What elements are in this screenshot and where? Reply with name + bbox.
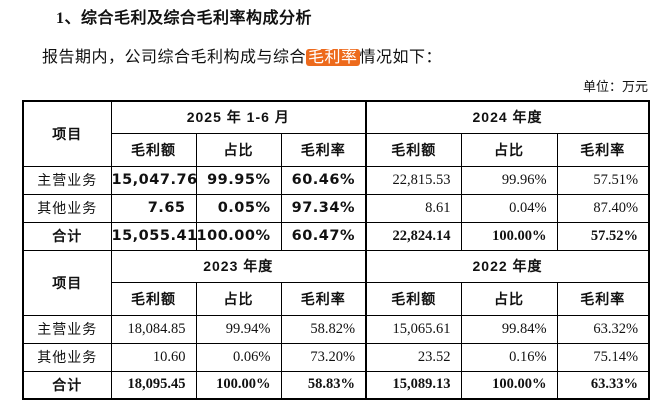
table-row: 毛利额 占比 毛利率 毛利额 占比 毛利率 bbox=[23, 281, 650, 316]
cell: 0.05% bbox=[195, 193, 282, 223]
gross-profit-table: 项目 2025 年 1-6 月 2024 年度 毛利额 占比 毛利率 毛利额 占… bbox=[22, 100, 651, 400]
cell: 57.52% bbox=[556, 221, 650, 251]
column-header-margin: 毛利率 bbox=[556, 132, 650, 167]
cell: 58.82% bbox=[280, 314, 367, 344]
cell: 87.40% bbox=[556, 193, 650, 223]
cell: 15,065.61 bbox=[365, 314, 462, 344]
row-label: 其他业务 bbox=[22, 193, 112, 223]
item-column-header: 项目 bbox=[22, 249, 112, 316]
cell: 18,084.85 bbox=[110, 314, 197, 344]
cell: 100.00% bbox=[460, 370, 558, 400]
cell: 100.00% bbox=[195, 370, 282, 400]
table-row-total: 合计 15,055.41 100.00% 60.47% 22,824.14 10… bbox=[22, 221, 650, 251]
table-row-other-business: 其他业务 10.60 0.06% 73.20% 23.52 0.16% 75.1… bbox=[22, 342, 650, 372]
search-highlight: 毛利率 bbox=[306, 49, 360, 66]
cell: 0.04% bbox=[460, 193, 558, 223]
column-header-amount: 毛利额 bbox=[110, 132, 197, 167]
cell: 22,815.53 bbox=[365, 165, 462, 195]
table-row: 毛利额 占比 毛利率 毛利额 占比 毛利率 bbox=[23, 132, 650, 167]
cell: 63.32% bbox=[556, 314, 650, 344]
column-header-amount: 毛利额 bbox=[365, 281, 462, 316]
column-header-share: 占比 bbox=[195, 132, 282, 167]
cell: 99.96% bbox=[460, 165, 558, 195]
row-label: 其他业务 bbox=[22, 342, 112, 372]
table-row-total: 合计 18,095.45 100.00% 58.83% 15,089.13 10… bbox=[22, 370, 650, 400]
table-row: 项目 2023 年度 2022 年度 bbox=[22, 249, 650, 316]
unit-label: 单位：万元 bbox=[582, 79, 648, 94]
cell: 22,824.14 bbox=[365, 221, 462, 251]
table-row-main-business: 主营业务 15,047.76 99.95% 60.46% 22,815.53 9… bbox=[22, 165, 650, 195]
column-header-amount: 毛利额 bbox=[110, 281, 197, 316]
column-header-share: 占比 bbox=[460, 281, 558, 316]
cell: 15,089.13 bbox=[365, 370, 462, 400]
cell: 75.14% bbox=[556, 342, 650, 372]
cell: 99.95% bbox=[195, 165, 282, 195]
cell: 99.84% bbox=[460, 314, 558, 344]
item-column-header: 项目 bbox=[22, 100, 112, 167]
table-row: 项目 2025 年 1-6 月 2024 年度 bbox=[22, 100, 650, 167]
column-header-share: 占比 bbox=[460, 132, 558, 167]
row-label: 合计 bbox=[22, 370, 112, 400]
period-header-2022: 2022 年度 bbox=[365, 249, 650, 283]
cell: 23.52 bbox=[365, 342, 462, 372]
cell: 99.94% bbox=[195, 314, 282, 344]
cell: 0.16% bbox=[460, 342, 558, 372]
cell: 60.46% bbox=[280, 165, 367, 195]
period-header-2023: 2023 年度 bbox=[110, 249, 367, 283]
cell: 100.00% bbox=[460, 221, 558, 251]
cell: 8.61 bbox=[365, 193, 462, 223]
period-header-2025: 2025 年 1-6 月 bbox=[110, 100, 367, 134]
cell: 58.83% bbox=[280, 370, 367, 400]
row-label: 主营业务 bbox=[22, 314, 112, 344]
cell: 18,095.45 bbox=[110, 370, 197, 400]
column-header-margin: 毛利率 bbox=[556, 281, 650, 316]
cell: 73.20% bbox=[280, 342, 367, 372]
column-header-margin: 毛利率 bbox=[280, 132, 367, 167]
cell: 100.00% bbox=[195, 221, 282, 251]
intro-paragraph: 报告期内，公司综合毛利构成与综合 毛利率 情况如下： bbox=[42, 47, 660, 68]
period-header-2024: 2024 年度 bbox=[365, 100, 650, 134]
row-label: 主营业务 bbox=[22, 165, 112, 195]
cell: 57.51% bbox=[556, 165, 650, 195]
cell: 7.65 bbox=[110, 193, 197, 223]
intro-text-prefix: 报告期内，公司综合毛利构成与综合 bbox=[42, 49, 307, 66]
intro-text-suffix: 情况如下： bbox=[359, 49, 443, 66]
cell: 15,055.41 bbox=[110, 221, 197, 251]
cell: 10.60 bbox=[110, 342, 197, 372]
cell: 0.06% bbox=[195, 342, 282, 372]
cell: 63.33% bbox=[556, 370, 650, 400]
cell: 97.34% bbox=[280, 193, 367, 223]
table-row-other-business: 其他业务 7.65 0.05% 97.34% 8.61 0.04% 87.40% bbox=[22, 193, 650, 223]
column-header-share: 占比 bbox=[195, 281, 282, 316]
row-label: 合计 bbox=[22, 221, 112, 251]
column-header-amount: 毛利额 bbox=[365, 132, 462, 167]
cell: 15,047.76 bbox=[110, 165, 197, 195]
table-row-main-business: 主营业务 18,084.85 99.94% 58.82% 15,065.61 9… bbox=[22, 314, 650, 344]
column-header-margin: 毛利率 bbox=[280, 281, 367, 316]
cell: 60.47% bbox=[280, 221, 367, 251]
page-title: 1、综合毛利及综合毛利率构成分析 bbox=[56, 10, 313, 27]
